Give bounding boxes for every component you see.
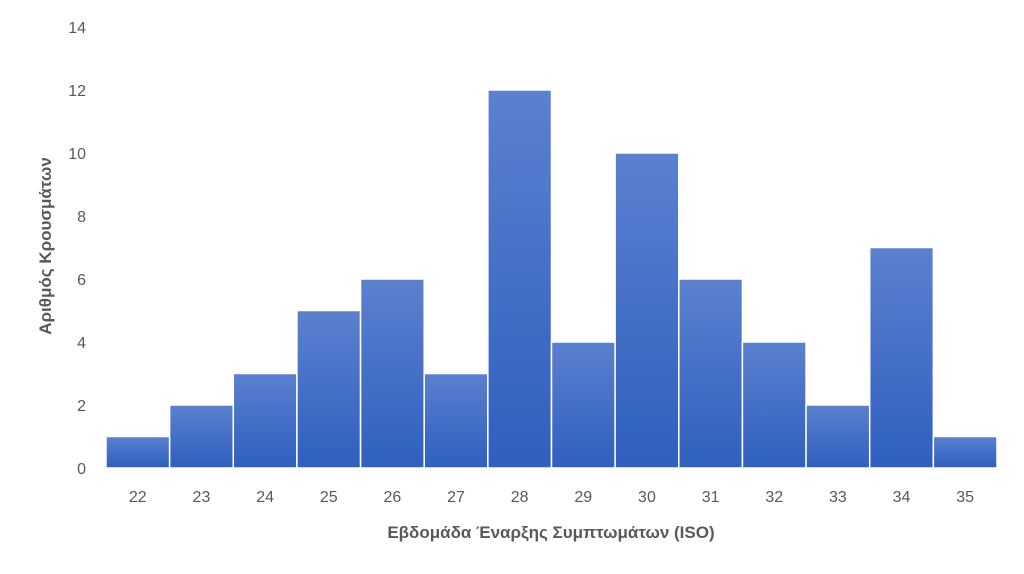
x-tick-label: 22 — [129, 489, 147, 506]
x-tick-label: 27 — [447, 489, 465, 506]
y-tick-label: 8 — [77, 209, 86, 226]
bar-week-29 — [550, 341, 616, 469]
bar-week-28 — [487, 89, 553, 469]
y-tick-label: 2 — [77, 398, 86, 415]
x-tick-label: 25 — [320, 489, 338, 506]
y-tick-label: 4 — [77, 335, 86, 352]
x-tick-label: 23 — [193, 489, 211, 506]
bar-week-22 — [105, 435, 171, 469]
x-tick-label: 26 — [383, 489, 401, 506]
y-axis-title: Αριθμός Κρουσμάτων — [36, 157, 55, 335]
x-axis-ticks: 22 23 24 25 26 27 28 29 30 31 32 33 34 35 — [129, 489, 974, 506]
y-tick-label: 10 — [68, 146, 86, 163]
bar-week-23 — [168, 404, 235, 469]
y-tick-label: 0 — [77, 461, 86, 478]
x-tick-label: 24 — [256, 489, 274, 506]
bar-week-30 — [614, 152, 680, 469]
x-tick-label: 28 — [511, 489, 529, 506]
bars-group — [105, 89, 998, 469]
y-axis-ticks: 0 2 4 6 8 10 12 14 — [68, 20, 86, 478]
bar-week-24 — [232, 372, 298, 469]
x-tick-label: 30 — [638, 489, 656, 506]
bar-week-26 — [359, 278, 425, 469]
x-tick-label: 35 — [956, 489, 974, 506]
bar-week-35 — [932, 435, 998, 469]
x-tick-label: 34 — [893, 489, 911, 506]
bar-week-32 — [741, 341, 807, 469]
x-tick-label: 31 — [702, 489, 720, 506]
bar-week-34 — [868, 246, 935, 469]
bar-week-31 — [678, 278, 744, 469]
x-tick-label: 32 — [765, 489, 783, 506]
bar-week-25 — [296, 309, 362, 469]
bar-week-33 — [805, 404, 871, 469]
x-tick-label: 33 — [829, 489, 847, 506]
bar-week-27 — [423, 372, 489, 469]
x-tick-label: 29 — [574, 489, 592, 506]
y-tick-label: 6 — [77, 272, 86, 289]
y-tick-label: 12 — [68, 83, 86, 100]
x-axis-title: Εβδομάδα Έναρξης Συμπτωμάτων (ISO) — [387, 523, 714, 542]
y-tick-label: 14 — [68, 20, 86, 37]
